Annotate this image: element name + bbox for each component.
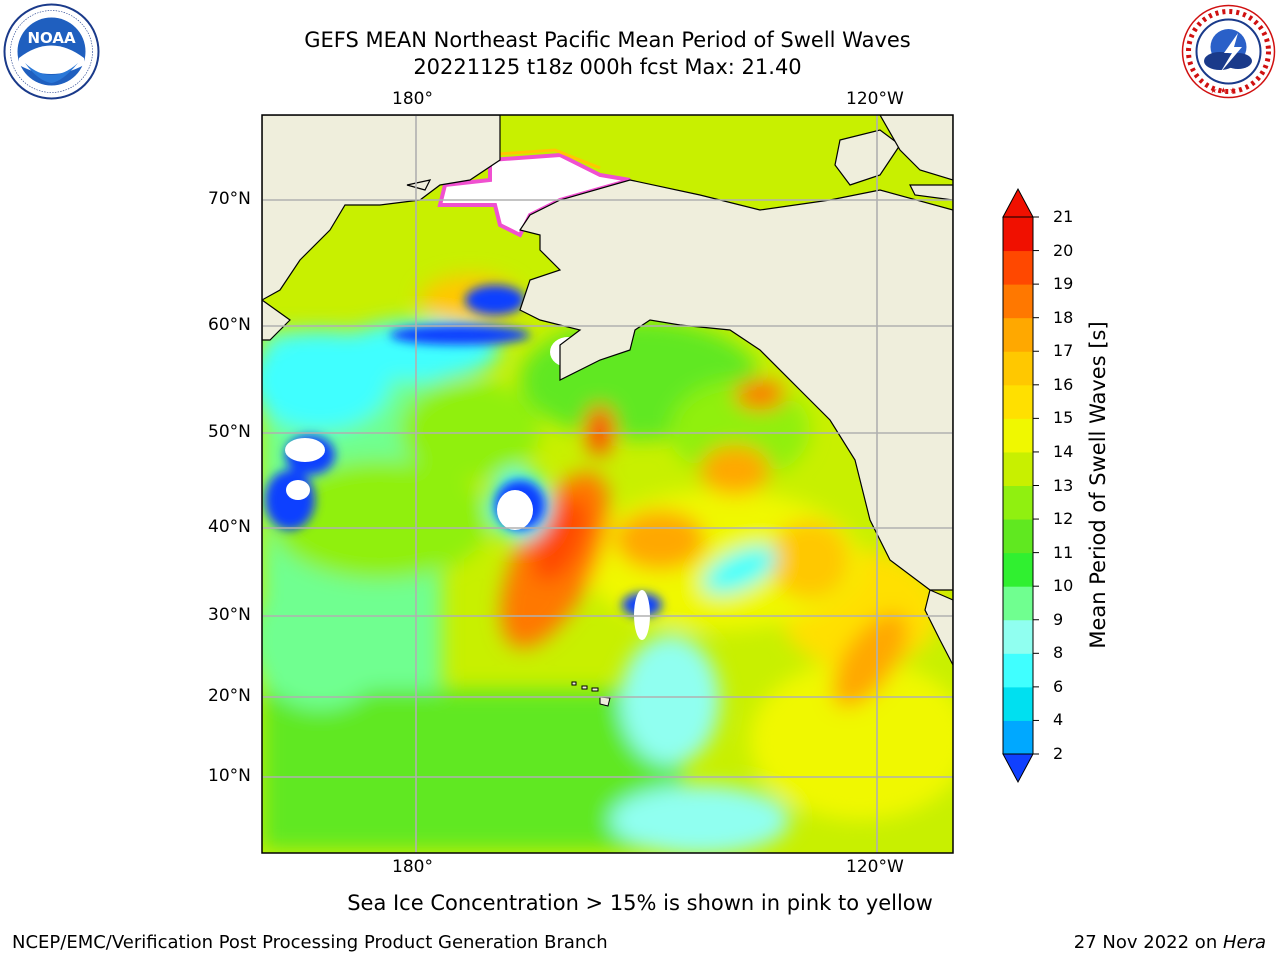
- colorbar-tick-label: 18: [1053, 307, 1074, 327]
- lat-label-40n: 40°N: [208, 517, 251, 537]
- date-stamp: 27 Nov 2022 on Hera: [1074, 932, 1266, 953]
- colorbar: [1002, 187, 1039, 784]
- lat-label-30n: 30°N: [208, 605, 251, 625]
- colorbar-segment: [1003, 250, 1033, 285]
- hawaii-islands: [571, 681, 611, 707]
- colorbar-tick-label: 16: [1053, 374, 1074, 394]
- colorbar-tick-label: 15: [1053, 408, 1074, 428]
- lat-label-10n: 10°N: [208, 766, 251, 786]
- colorbar-segment: [1003, 552, 1033, 587]
- land: [262, 115, 953, 666]
- credit-text: NCEP/EMC/Verification Post Processing Pr…: [12, 932, 608, 953]
- colorbar-tick-label: 14: [1053, 441, 1074, 461]
- colorbar-segment: [1003, 451, 1033, 486]
- colorbar-tick-label: 4: [1053, 710, 1064, 730]
- colorbar-segment: [1003, 217, 1033, 252]
- noaa-logo: NOAA: [3, 3, 100, 100]
- noaa-wordmark: NOAA: [27, 29, 76, 47]
- colorbar-segment: [1003, 586, 1033, 621]
- nws-logo: ★ ★ ★: [1180, 3, 1277, 100]
- colorbar-segment: [1003, 384, 1033, 419]
- colorbar-tick-label: 21: [1053, 207, 1074, 226]
- chart-subtitle: 20221125 t18z 000h fcst Max: 21.40: [413, 55, 802, 79]
- colorbar-extend-max: [1002, 187, 1034, 218]
- colorbar-extend-min: [1002, 753, 1034, 784]
- graticule: [262, 115, 953, 853]
- colorbar-tick-label: 6: [1053, 676, 1064, 696]
- lon-label-180-bottom: 180°: [392, 857, 433, 877]
- colorbar-tick-label: 17: [1053, 341, 1074, 361]
- sea-ice-note: Sea Ice Concentration > 15% is shown in …: [347, 891, 933, 915]
- colorbar-segment: [1003, 317, 1033, 352]
- swell-period-field: [262, 115, 953, 853]
- map-frame: [261, 114, 954, 854]
- colorbar-tick-label: 2: [1053, 744, 1064, 763]
- lat-label-50n: 50°N: [208, 422, 251, 442]
- colorbar-segment: [1003, 619, 1033, 654]
- colorbar-segment: [1003, 519, 1033, 554]
- svg-text:★ ★ ★: ★ ★ ★: [1210, 86, 1237, 95]
- colorbar-tick-label: 8: [1053, 643, 1064, 663]
- date-text: 27 Nov 2022 on: [1073, 932, 1223, 953]
- lon-label-120w-top: 120°W: [846, 89, 904, 109]
- colorbar-segment: [1003, 418, 1033, 453]
- colorbar-segment: [1003, 653, 1033, 688]
- lon-label-120w-bottom: 120°W: [846, 857, 904, 877]
- colorbar-tick-label: 13: [1053, 475, 1074, 495]
- chart-title: GEFS MEAN Northeast Pacific Mean Period …: [304, 28, 911, 52]
- colorbar-tick-label: 9: [1053, 609, 1064, 629]
- colorbar-segment: [1003, 284, 1033, 319]
- colorbar-segment: [1003, 686, 1033, 721]
- lat-label-70n: 70°N: [208, 189, 251, 209]
- colorbar-segment: [1003, 720, 1033, 755]
- lat-label-20n: 20°N: [208, 686, 251, 706]
- lat-label-60n: 60°N: [208, 315, 251, 335]
- colorbar-tick-label: 12: [1053, 509, 1074, 529]
- colorbar-tick-label: 19: [1053, 274, 1074, 294]
- host-name: Hera: [1222, 932, 1266, 953]
- colorbar-segment: [1003, 485, 1033, 520]
- colorbar-tick-label: 10: [1053, 576, 1074, 596]
- colorbar-segment: [1003, 351, 1033, 386]
- colorbar-tick-label: 11: [1053, 542, 1074, 562]
- lon-label-180-top: 180°: [392, 89, 433, 109]
- colorbar-label: Mean Period of Swell Waves [s]: [1086, 321, 1110, 649]
- colorbar-tick-label: 20: [1053, 240, 1074, 260]
